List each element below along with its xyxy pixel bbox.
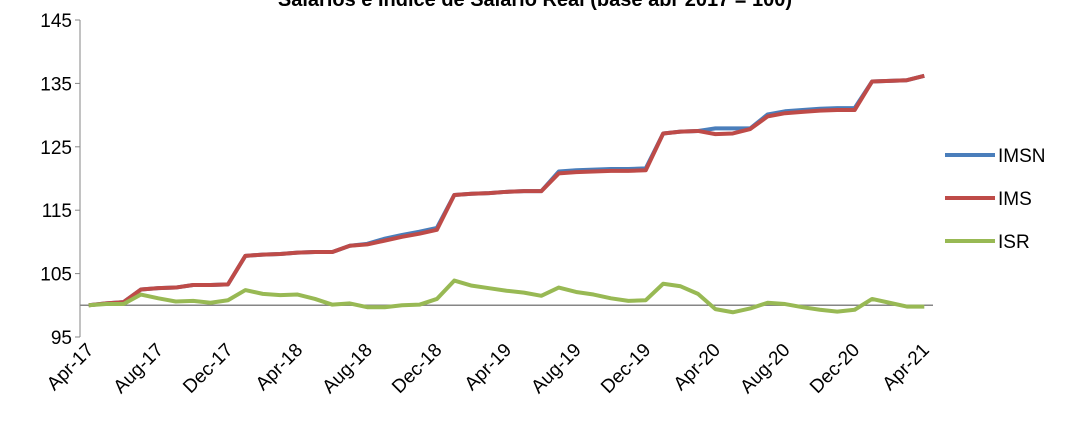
x-tick-label: Dec-17 (179, 340, 237, 398)
x-tick-label: Aug-18 (319, 340, 377, 398)
series-line (88, 73, 925, 308)
x-tick-label: Dec-18 (388, 340, 446, 398)
y-tick-label: 145 (40, 11, 72, 32)
y-tick-label: 115 (42, 201, 72, 222)
series-line (88, 278, 925, 315)
y-tick-label: 95 (51, 328, 72, 349)
x-tick-label: Dec-20 (806, 340, 864, 398)
legend-label: IMS (998, 189, 1032, 210)
x-tick-label: Aug-19 (527, 340, 585, 398)
legend-label: IMSN (998, 146, 1046, 167)
x-tick-label: Aug-17 (110, 340, 168, 398)
x-tick-label: Apr-18 (252, 340, 307, 395)
legend-label: ISR (998, 232, 1030, 253)
x-tick-label: Apr-21 (879, 340, 934, 395)
x-tick-label: Aug-20 (736, 340, 794, 398)
y-tick-label: 135 (40, 74, 72, 95)
y-tick-label: 105 (40, 265, 72, 286)
x-tick-label: Apr-20 (670, 340, 725, 395)
y-tick-label: 125 (40, 138, 72, 159)
x-tick-label: Dec-19 (597, 340, 655, 398)
chart-title: Salarios e Índice de Salario Real (base … (278, 0, 792, 11)
x-tick-label: Apr-19 (461, 340, 516, 395)
